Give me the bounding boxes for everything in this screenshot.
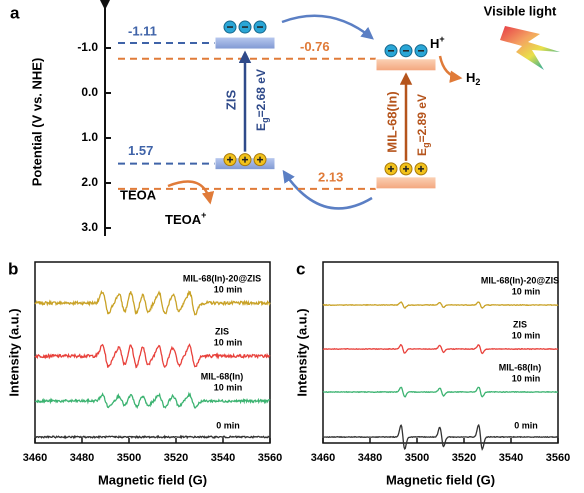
- transfer-arrow: [281, 14, 374, 40]
- proton: H+: [430, 34, 445, 51]
- panel-b: b 3460 3480 3500 3520 3540 3560 Magnetic field …: [6, 259, 282, 487]
- y-tick-label: -1.0: [77, 40, 98, 54]
- panel-label: c: [296, 259, 305, 278]
- text: E: [254, 123, 268, 131]
- x-axis-label: Magnetic field (G): [386, 472, 495, 487]
- plot-frame: [322, 261, 559, 444]
- spectrum: [34, 391, 271, 410]
- series-label: MIL-68(In): [201, 371, 244, 381]
- panel-label: b: [8, 259, 18, 278]
- series-label: ZIS: [215, 326, 229, 336]
- panel-label: a: [10, 3, 20, 22]
- x-tick-label: 3460: [311, 452, 335, 464]
- panel-c: c 3460 3480 3500 3520 3540 3560 Magnetic field …: [294, 259, 570, 487]
- spectrum: [34, 289, 271, 316]
- semiconductor-label: MIL-68(In): [384, 91, 399, 152]
- series-time: 10 min: [214, 337, 243, 347]
- x-tick-label: 3540: [499, 452, 523, 464]
- text: E: [415, 148, 429, 156]
- y-axis-label: Intensity (a.u.): [294, 308, 309, 396]
- level-label: 1.57: [128, 143, 153, 158]
- hydrogen: H2: [466, 70, 480, 87]
- spectrum: [34, 343, 271, 369]
- series-label: ZIS: [513, 319, 527, 329]
- series-label: MIL-68(In): [499, 362, 542, 372]
- oxidation-arrow: [167, 180, 215, 205]
- spectrum: [34, 434, 271, 440]
- x-tick-label: 3480: [358, 452, 382, 464]
- text: g: [260, 117, 270, 123]
- y-axis-label: Potential (V vs. NHE): [29, 58, 44, 187]
- series-time: 10 min: [512, 373, 541, 383]
- x-tick-label: 3520: [452, 452, 476, 464]
- reduction-arrow: [438, 55, 463, 83]
- series-label: 0 min: [514, 420, 538, 430]
- band-box: [214, 36, 276, 50]
- spectrum: [322, 343, 559, 355]
- band-gap-label: Eg=2.89 eV: [415, 94, 431, 156]
- text: +: [439, 34, 444, 44]
- x-tick-label: 3560: [546, 452, 570, 464]
- x-tick-label: 3480: [70, 452, 94, 464]
- y-tick-label: 3.0: [81, 220, 98, 234]
- y-tick-label: 0.0: [81, 85, 98, 99]
- band-box: [375, 58, 437, 72]
- y-tick-label: 1.0: [81, 130, 98, 144]
- level-label: 2.13: [318, 169, 343, 184]
- light-icon: [500, 26, 560, 70]
- series-label: 0 min: [216, 420, 240, 430]
- semiconductor-label: ZIS: [223, 90, 238, 111]
- band-box: [375, 176, 437, 190]
- series-label: MIL-68(In)-20@ZIS: [481, 275, 559, 285]
- panel-a: a Potential (V vs. NHE) Visible light TE…: [10, 0, 560, 236]
- x-tick-label: 3560: [258, 452, 282, 464]
- teoa: TEOA: [120, 187, 157, 202]
- spectrum: [322, 423, 559, 451]
- text: H: [430, 36, 439, 51]
- x-tick-label: 3500: [117, 452, 141, 464]
- x-tick-label: 3500: [405, 452, 429, 464]
- text: 2: [475, 77, 480, 87]
- transfer-arrow: [282, 169, 373, 210]
- level-label: -1.11: [128, 23, 157, 38]
- series-time: 10 min: [214, 284, 243, 294]
- text: TEOA: [165, 212, 202, 227]
- y-axis-label: Intensity (a.u.): [6, 308, 21, 396]
- text: +: [201, 210, 206, 220]
- level-label: -0.76: [300, 39, 330, 54]
- band-gap-label: Eg=2.68 eV: [254, 69, 270, 131]
- x-tick-label: 3460: [23, 452, 47, 464]
- x-tick-label: 3520: [164, 452, 188, 464]
- plot-frame: [34, 261, 271, 444]
- x-tick-label: 3540: [211, 452, 235, 464]
- text: H: [466, 70, 475, 85]
- series-time: 10 min: [512, 286, 541, 296]
- text: =2.68 eV: [254, 69, 268, 117]
- spectrum: [322, 301, 559, 309]
- series-label: MIL-68(In)-20@ZIS: [183, 273, 261, 283]
- light-label: Visible light: [484, 3, 557, 18]
- teoa-ox: TEOA+: [165, 210, 206, 227]
- spectrum: [322, 386, 559, 398]
- series-time: 10 min: [512, 330, 541, 340]
- series-time: 10 min: [214, 382, 243, 392]
- text: =2.89 eV: [415, 94, 429, 142]
- y-tick-label: 2.0: [81, 175, 98, 189]
- x-axis-label: Magnetic field (G): [98, 472, 207, 487]
- text: g: [421, 142, 431, 148]
